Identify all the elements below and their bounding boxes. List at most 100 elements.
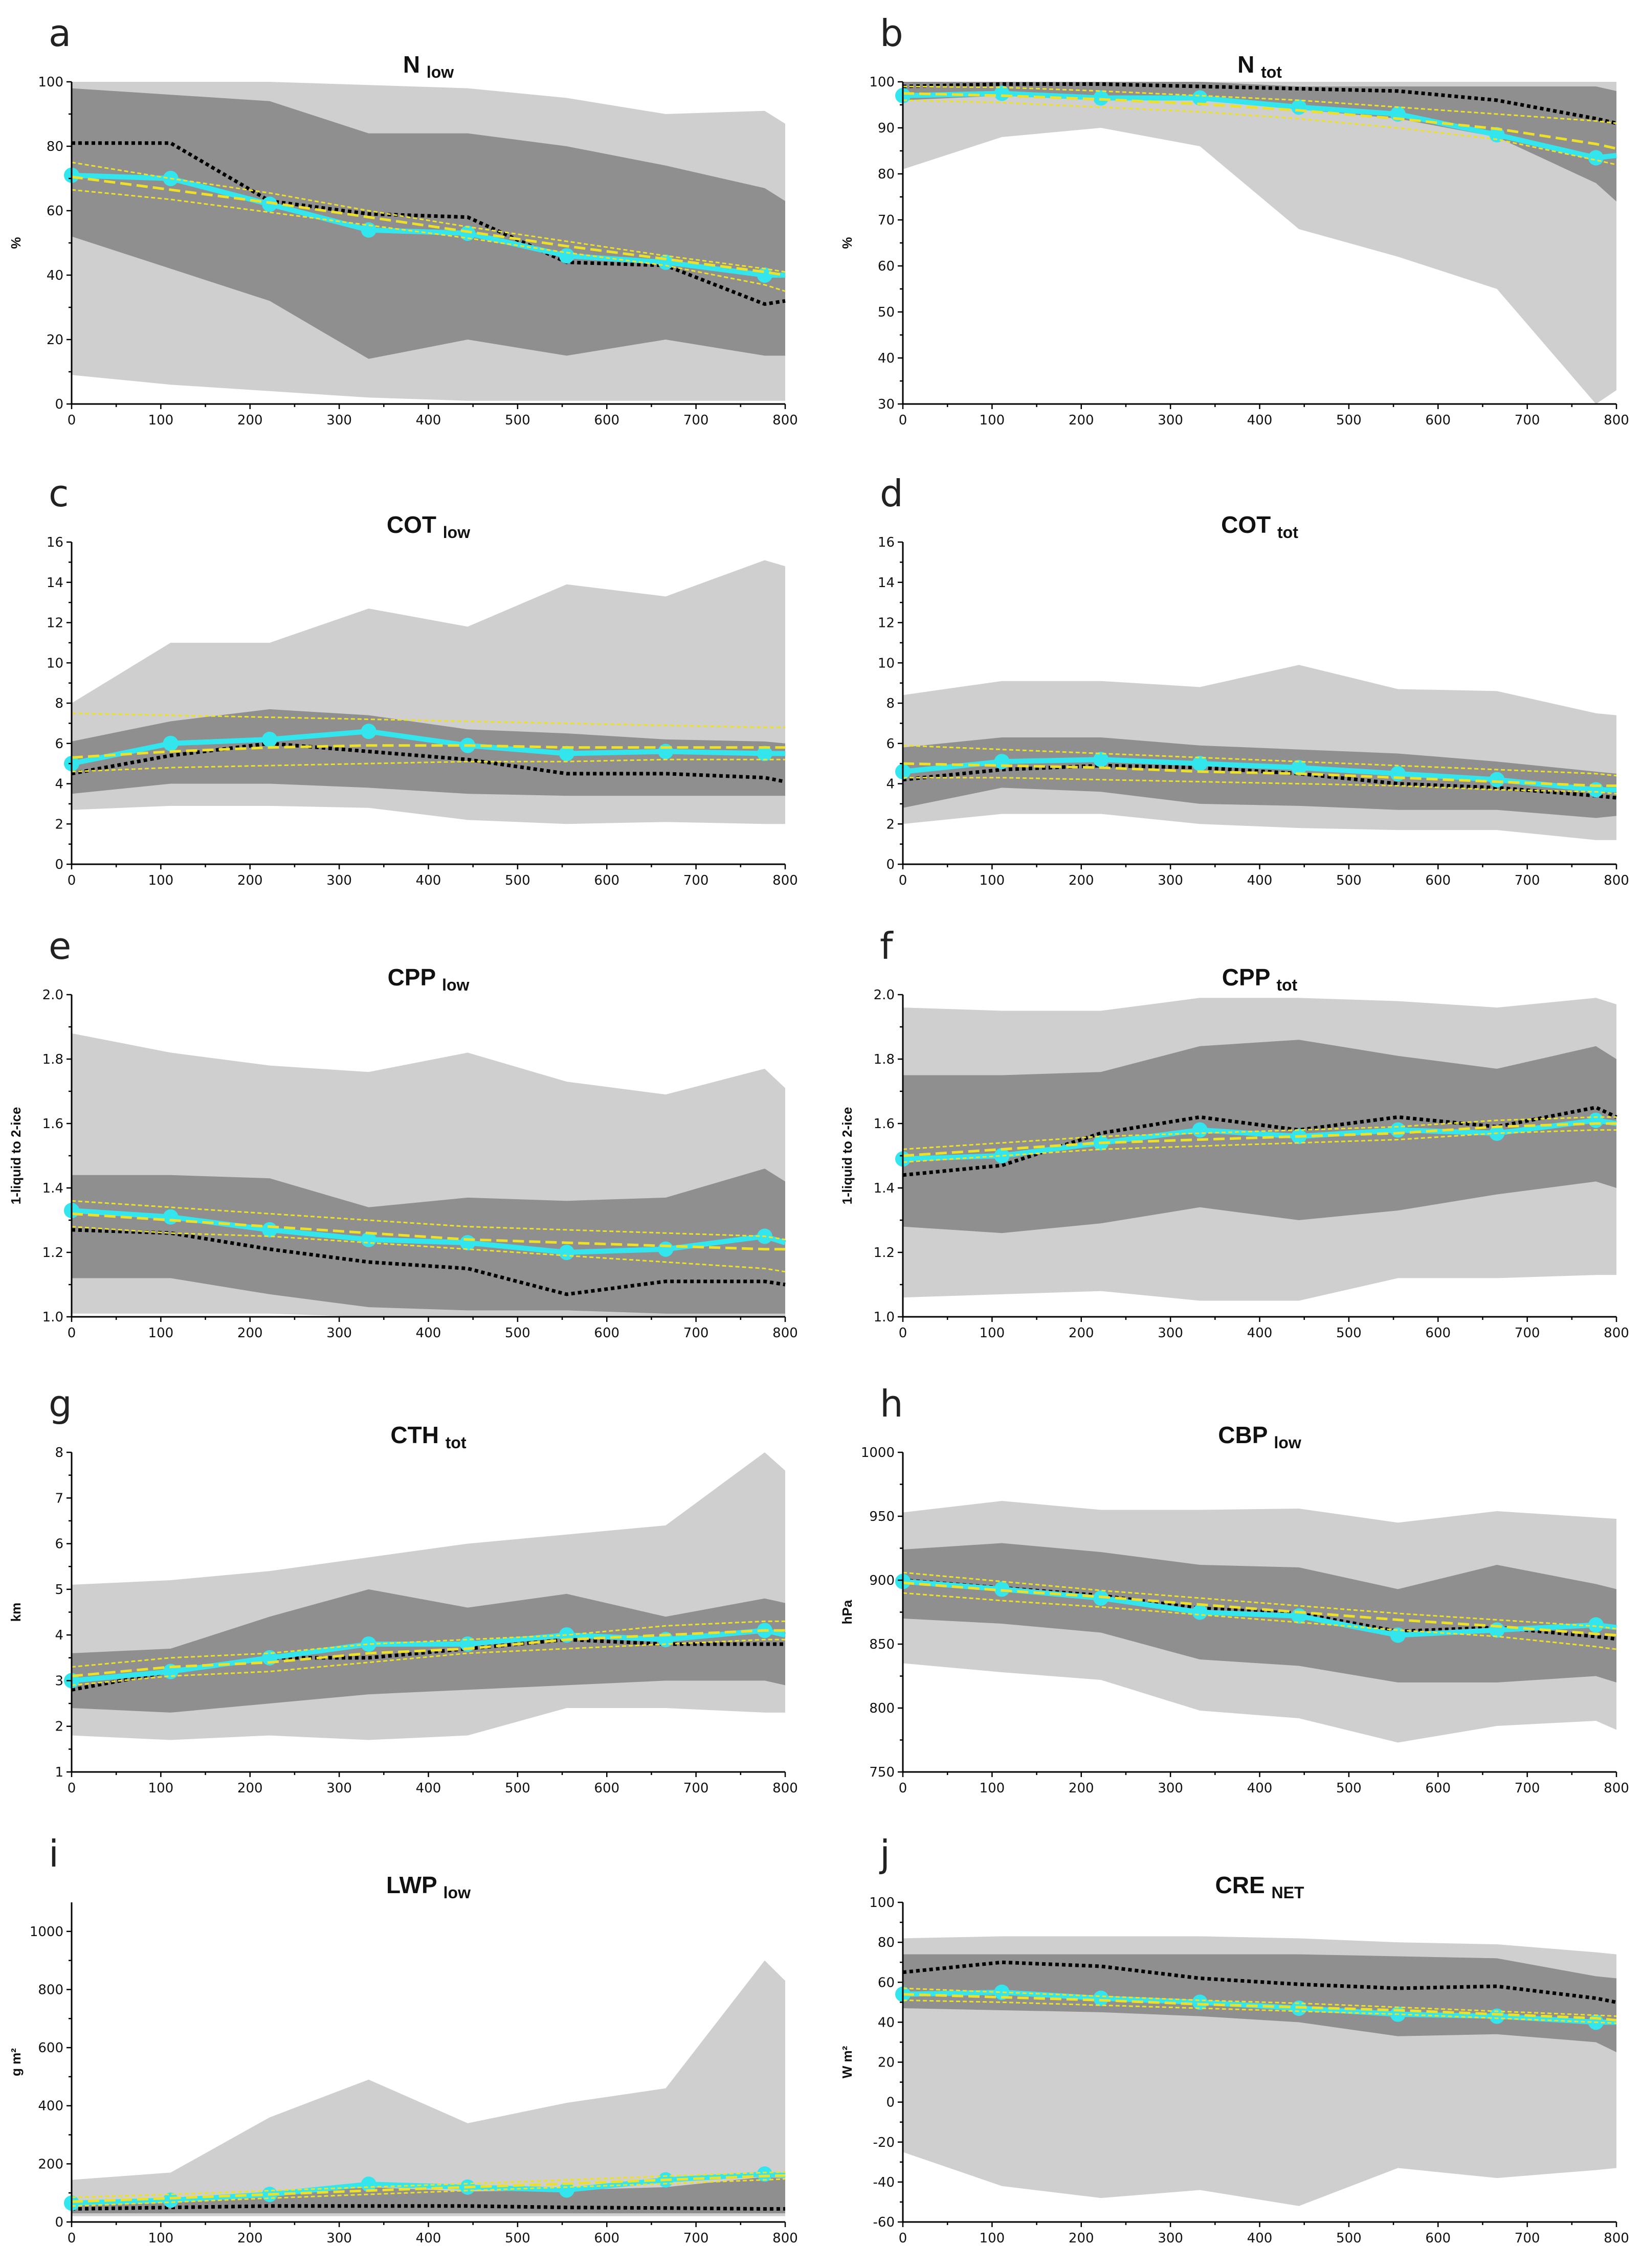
x-tick-label: 500 xyxy=(1336,413,1362,428)
mean-point-i xyxy=(559,2182,574,2198)
x-tick-label: 200 xyxy=(1069,413,1094,428)
x-tick-label: 500 xyxy=(1336,1326,1362,1341)
y-axis-label-g: km xyxy=(8,1603,24,1622)
x-tick-label: 0 xyxy=(68,1781,76,1796)
fit-center-a xyxy=(71,175,786,277)
x-tick-label: 400 xyxy=(1247,1326,1273,1341)
x-tick-label: 200 xyxy=(237,1326,263,1341)
median-line-i xyxy=(71,2204,785,2211)
panel-title-c: COT low xyxy=(387,511,470,542)
panel-title-b: N tot xyxy=(1237,51,1282,81)
y-tick-label: 12 xyxy=(47,616,63,631)
mean-point-e xyxy=(460,1235,476,1251)
x-tick-label: 200 xyxy=(237,2231,263,2246)
x-tick-label: 100 xyxy=(148,413,174,428)
mean-point-i xyxy=(361,2176,376,2192)
title-sub-i: low xyxy=(443,1883,471,1902)
fit-lower-d xyxy=(903,777,1617,795)
x-tick-label: 200 xyxy=(1069,2231,1094,2246)
x-tick-label: 100 xyxy=(148,873,174,888)
fit-lower-e xyxy=(71,1226,786,1273)
median-line-e xyxy=(71,1228,786,1296)
y-tick-label: 0 xyxy=(55,857,63,872)
x-tick-label: 600 xyxy=(594,2231,619,2246)
panel-letter-f: f xyxy=(880,925,894,968)
y-tick-label: 2 xyxy=(886,817,895,832)
x-tick-label: 500 xyxy=(1336,873,1362,888)
mean-point-c xyxy=(559,746,574,761)
x-tick-label: 400 xyxy=(1247,1781,1273,1796)
y-tick-label: 1.4 xyxy=(874,1181,895,1196)
x-tick-label: 0 xyxy=(68,413,76,428)
x-tick-label: 500 xyxy=(505,1781,530,1796)
panel-i: i LWP low 0 100 200 300 400 500 600 700 800 0 200 400… xyxy=(8,1832,798,2246)
title-main-i: LWP xyxy=(386,1872,443,1898)
x-tick-label: 800 xyxy=(1604,873,1629,888)
panel-h: h CBP low 0 100 200 300 400 500 600 700 800 750 800 8… xyxy=(839,1382,1629,1796)
outer-band-i xyxy=(72,1960,785,2216)
mean-point-h xyxy=(1588,1617,1604,1633)
x-tick-label: 200 xyxy=(237,873,263,888)
y-tick-label: 20 xyxy=(47,332,63,348)
y-tick-label: 60 xyxy=(878,1975,895,1990)
panel-letter-c: c xyxy=(49,472,69,515)
mean-point-c xyxy=(361,724,376,739)
fit-upper-f xyxy=(902,1116,1616,1150)
fit-center-j xyxy=(902,1993,1617,2022)
y-tick-label: 50 xyxy=(878,305,895,320)
x-tick-label: 700 xyxy=(683,413,709,428)
y-tick-label: 6 xyxy=(55,736,63,752)
fit-center-e xyxy=(71,1212,785,1251)
y-axis-label-j: W m² xyxy=(839,2046,855,2078)
x-tick-label: 600 xyxy=(1425,413,1451,428)
y-tick-label: 0 xyxy=(55,397,63,412)
title-main-b: N xyxy=(1237,51,1261,78)
fit-upper-b xyxy=(902,85,1617,124)
x-tick-label: 800 xyxy=(1604,413,1629,428)
mean-point-b xyxy=(1588,150,1604,166)
panel-letter-e: e xyxy=(49,925,71,968)
x-tick-label: 100 xyxy=(980,1781,1005,1796)
panel-letter-d: d xyxy=(880,472,903,515)
mean-point-j xyxy=(1192,1994,1208,2010)
mean-point-c xyxy=(262,731,278,747)
y-tick-label: 8 xyxy=(55,696,63,711)
x-tick-label: 700 xyxy=(1515,1326,1540,1341)
y-tick-label: 100 xyxy=(869,75,895,90)
mean-point-d xyxy=(1291,760,1307,775)
x-tick-label: 400 xyxy=(416,873,441,888)
y-tick-label: 14 xyxy=(878,575,895,591)
x-tick-label: 0 xyxy=(68,873,76,888)
panel-letter-j: j xyxy=(879,1832,890,1875)
mean-point-e xyxy=(658,1241,674,1257)
y-tick-label: 1000 xyxy=(861,1445,895,1461)
x-tick-label: 700 xyxy=(1515,413,1540,428)
x-tick-label: 300 xyxy=(1158,1326,1183,1341)
y-tick-label: 40 xyxy=(878,2015,895,2030)
x-tick-label: 800 xyxy=(772,413,798,428)
x-tick-label: 0 xyxy=(899,1781,907,1796)
y-tick-label: 800 xyxy=(38,1982,63,1997)
y-tick-label: 10 xyxy=(878,656,895,671)
inner-band-a xyxy=(72,88,785,359)
mean-point-f xyxy=(1390,1122,1406,1138)
x-tick-label: 600 xyxy=(594,1781,619,1796)
y-tick-label: 2 xyxy=(55,817,63,832)
median-line-b xyxy=(902,82,1617,125)
y-tick-label: 30 xyxy=(878,397,895,412)
y-axis-label-b: % xyxy=(839,237,855,249)
x-tick-label: 100 xyxy=(980,2231,1005,2246)
x-tick-label: 600 xyxy=(1425,1781,1451,1796)
x-tick-label: 700 xyxy=(683,1781,709,1796)
mean-point-d xyxy=(1093,752,1109,768)
y-tick-label: 40 xyxy=(878,351,895,366)
mean-point-d xyxy=(1192,756,1208,772)
y-tick-label: 2 xyxy=(55,1719,63,1735)
fit-upper-j xyxy=(902,1987,1617,2017)
fit-center-i xyxy=(71,2174,786,2203)
x-tick-label: 500 xyxy=(1336,1781,1362,1796)
x-tick-label: 300 xyxy=(326,1781,352,1796)
y-tick-label: 1.2 xyxy=(874,1245,895,1261)
y-tick-label: 8 xyxy=(886,696,895,711)
mean-point-i xyxy=(163,2192,179,2208)
